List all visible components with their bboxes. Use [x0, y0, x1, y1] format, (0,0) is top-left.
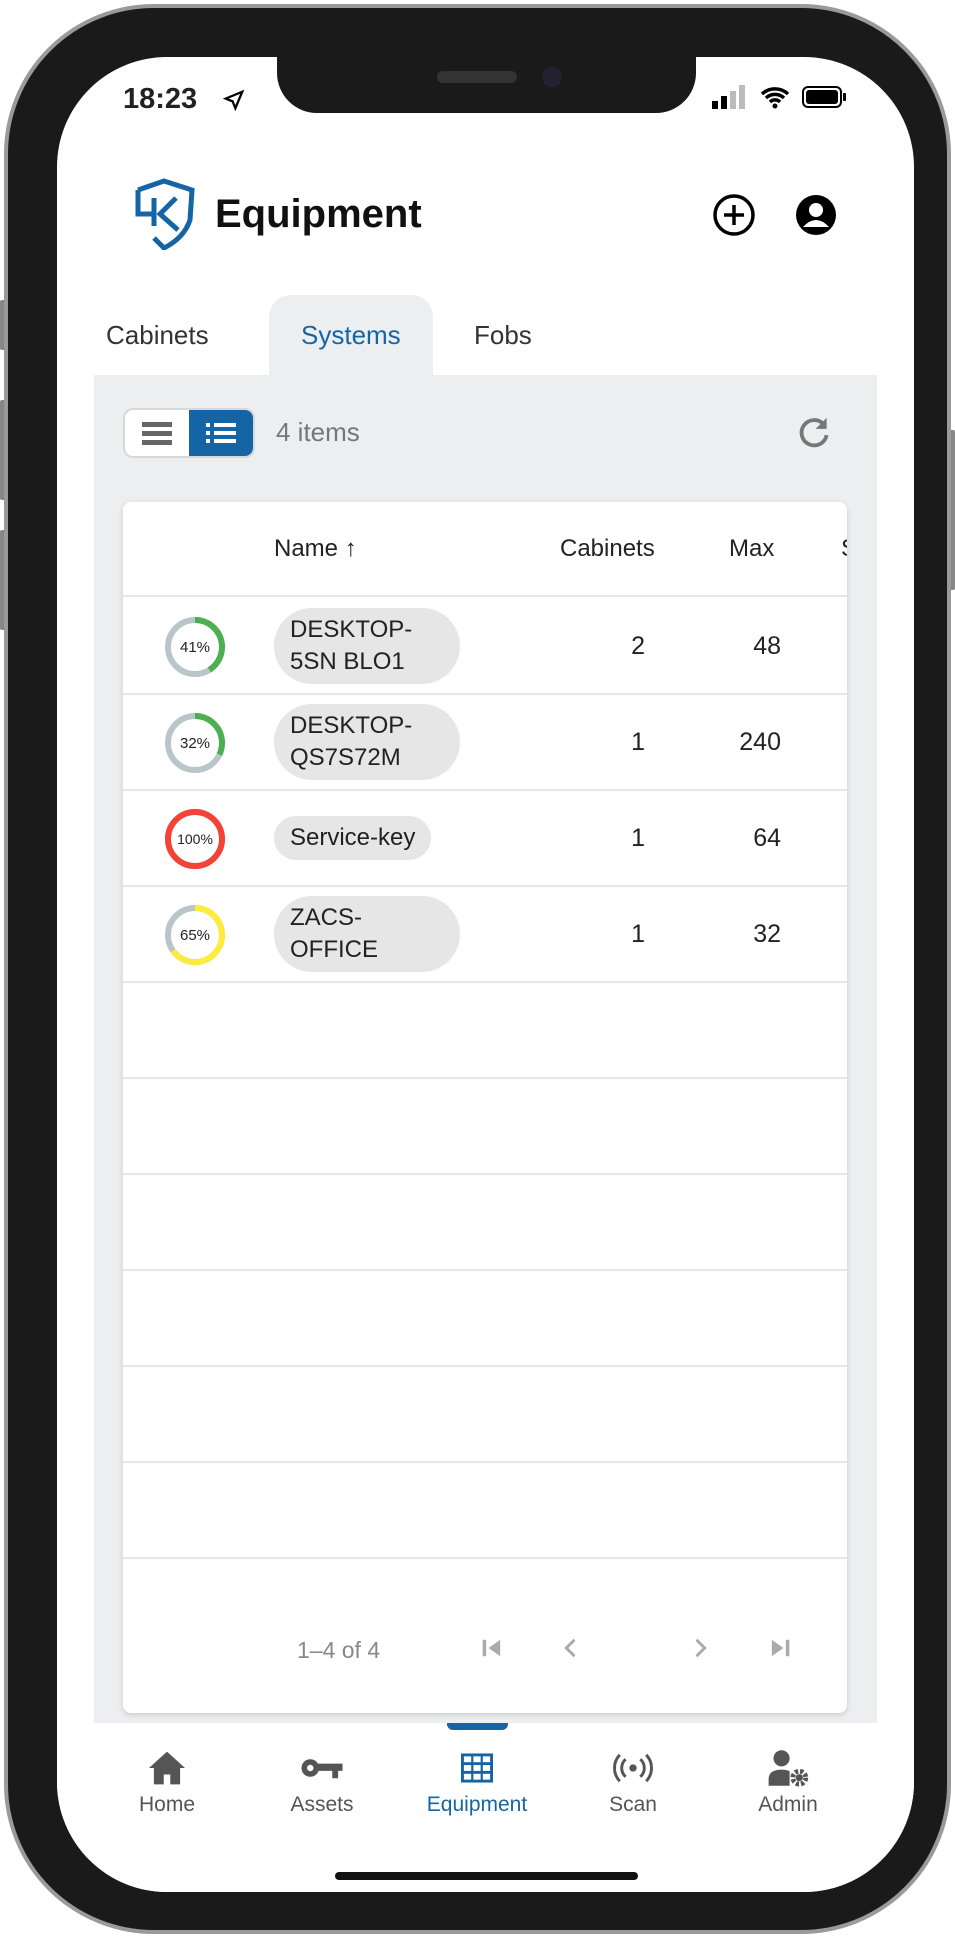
nav-equipment[interactable]: Equipment [412, 1743, 542, 1817]
usage-donut: 32% [165, 713, 225, 773]
broadcast-icon [613, 1753, 653, 1783]
home-indicator [335, 1872, 638, 1880]
empty-row [123, 1271, 847, 1367]
grid-icon [461, 1753, 493, 1783]
volume-down-button [0, 530, 6, 630]
column-name[interactable]: Name ↑ [274, 535, 357, 562]
home-icon [149, 1751, 185, 1785]
nav-admin[interactable]: Admin [723, 1743, 853, 1817]
max-count: 48 [753, 632, 781, 660]
cabinets-count: 2 [631, 632, 645, 660]
tab-systems[interactable]: Systems [269, 295, 433, 375]
empty-row [123, 1175, 847, 1271]
last-page-button[interactable] [766, 1634, 794, 1662]
app-logo-icon [135, 178, 195, 250]
usage-arc [165, 617, 225, 677]
signal-icon [712, 85, 745, 109]
power-button [949, 430, 955, 590]
usage-label: 41% [180, 639, 210, 656]
usage-arc [165, 905, 225, 965]
usage-arc [165, 809, 225, 869]
compact-view-button[interactable] [125, 410, 189, 456]
cabinets-count: 1 [631, 728, 645, 756]
system-name-chip[interactable]: Service-key [274, 816, 432, 860]
menu-icon [142, 422, 172, 445]
usage-arc [165, 713, 225, 773]
usage-donut: 41% [165, 617, 225, 677]
empty-row [123, 1463, 847, 1559]
previous-page-button[interactable] [557, 1634, 585, 1662]
active-tab-indicator [447, 1723, 508, 1730]
list-icon [206, 423, 236, 443]
column-cabinets[interactable]: Cabinets [560, 535, 655, 562]
usage-label: 65% [180, 927, 210, 944]
nav-scan[interactable]: Scan [568, 1743, 698, 1817]
table-header: Name ↑ Cabinets Max S [123, 502, 847, 597]
cabinets-count: 1 [631, 824, 645, 852]
empty-row [123, 983, 847, 1079]
add-button[interactable] [712, 193, 756, 237]
pagination-range: 1–4 of 4 [297, 1637, 381, 1663]
tab-cabinets[interactable]: Cabinets [106, 320, 209, 350]
phone-frame: 18:23 Equipment Cabinets Systems Fobs 4 … [4, 4, 951, 1934]
nav-assets[interactable]: Assets [257, 1743, 387, 1817]
wifi-icon [760, 87, 790, 109]
status-time: 18:23 [123, 83, 198, 115]
table-row[interactable]: 100% Service-key 1 64 [123, 791, 847, 887]
admin-gear-icon [768, 1750, 809, 1787]
silent-switch [0, 300, 6, 350]
table-row[interactable]: 32% DESKTOP-QS7S72M 1 240 [123, 695, 847, 791]
content-panel: 4 items Name ↑ Cabinets Max S 41% DESKTO… [94, 375, 877, 1723]
usage-label: 32% [180, 735, 210, 752]
table-row[interactable]: 65% ZACS-OFFICE 1 32 [123, 887, 847, 983]
usage-donut: 65% [165, 905, 225, 965]
screen: 18:23 Equipment Cabinets Systems Fobs 4 … [57, 57, 914, 1892]
empty-row [123, 1367, 847, 1463]
notch [277, 57, 696, 113]
volume-up-button [0, 400, 6, 500]
column-max[interactable]: Max [729, 535, 775, 562]
location-arrow-icon [223, 89, 245, 111]
battery-icon [802, 86, 846, 108]
sort-arrow-up-icon: ↑ [344, 535, 357, 562]
tab-fobs[interactable]: Fobs [474, 320, 532, 350]
next-page-button[interactable] [686, 1634, 714, 1662]
key-icon [301, 1759, 343, 1779]
profile-button[interactable] [794, 193, 838, 237]
max-count: 64 [753, 824, 781, 852]
column-s[interactable]: S [841, 535, 847, 563]
bottom-nav: Home Assets Equipment Scan Admin [57, 1723, 914, 1892]
systems-table: Name ↑ Cabinets Max S 41% DESKTOP-5SN BL… [123, 502, 847, 1713]
system-name-chip[interactable]: ZACS-OFFICE [274, 896, 460, 972]
cabinets-count: 1 [631, 920, 645, 948]
detail-view-button[interactable] [189, 410, 253, 456]
usage-label: 100% [177, 831, 213, 847]
status-icons [712, 85, 846, 109]
page-title: Equipment [215, 192, 422, 236]
max-count: 32 [753, 920, 781, 948]
view-toggle[interactable] [123, 408, 255, 458]
system-name-chip[interactable]: DESKTOP-QS7S72M [274, 704, 460, 780]
empty-row [123, 1079, 847, 1175]
usage-donut: 100% [165, 809, 225, 869]
nav-home[interactable]: Home [102, 1743, 232, 1817]
system-name-chip[interactable]: DESKTOP-5SN BLO1 [274, 608, 460, 684]
first-page-button[interactable] [478, 1634, 506, 1662]
table-row[interactable]: 41% DESKTOP-5SN BLO1 2 48 [123, 599, 847, 695]
refresh-button[interactable] [795, 413, 833, 451]
max-count: 240 [739, 728, 781, 756]
items-count: 4 items [276, 417, 360, 447]
